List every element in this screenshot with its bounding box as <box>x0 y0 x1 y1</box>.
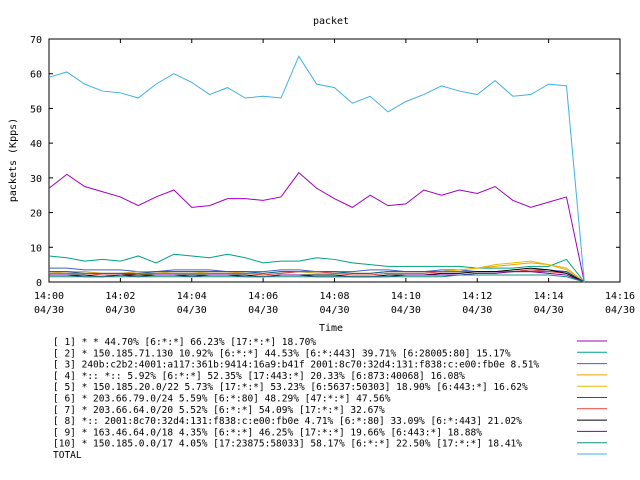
x-tick-label-time: 14:04 <box>177 291 207 302</box>
plot-area-frame <box>48 38 621 283</box>
x-tick-label-time: 14:14 <box>534 291 564 302</box>
x-tick-label-date: 04/30 <box>391 305 421 316</box>
chart-title: packet <box>313 16 349 27</box>
x-tick-label-time: 14:02 <box>105 291 135 302</box>
y-tick-label: 60 <box>30 70 42 81</box>
x-tick-label-time: 14:08 <box>319 291 349 302</box>
x-tick-label-date: 04/30 <box>319 305 349 316</box>
y-tick-label: 30 <box>30 174 42 185</box>
legend-entry-label: [ 5] * 150.185.20.0/22 5.73% [17:*:*] 53… <box>53 382 528 393</box>
x-tick-label-date: 04/30 <box>462 305 492 316</box>
legend-entry-label: [ 2] * 150.185.71.130 10.92% [6:*:*] 44.… <box>53 348 511 359</box>
y-tick-label: 20 <box>30 209 42 220</box>
x-axis: 14:00 04/30 14:02 04/30 14:04 04/30 14:06 04/30… <box>34 39 635 316</box>
legend-entry-label: [ 7] * 203.66.64.0/20 5.52% [6:*:*] 54.0… <box>53 405 385 416</box>
y-axis-label: packets (Kpps) <box>8 118 19 202</box>
y-tick-label: 70 <box>30 35 42 46</box>
x-tick-label-time: 14:12 <box>462 291 492 302</box>
x-tick-label-date: 04/30 <box>534 305 564 316</box>
y-tick-label: 40 <box>30 139 42 150</box>
x-tick-label-time: 14:06 <box>248 291 278 302</box>
legend-entry-label: [ 4] *:: *:: 5.92% [6:*:*] 52.35% [17:44… <box>53 371 465 382</box>
series-line-8 <box>49 267 585 283</box>
y-tick-label: 0 <box>36 278 42 289</box>
x-tick-label-date: 04/30 <box>34 305 64 316</box>
y-tick-label: 10 <box>30 243 42 254</box>
y-tick-label: 50 <box>30 104 42 115</box>
x-tick-label-date: 04/30 <box>248 305 278 316</box>
series-line-10 <box>49 274 585 283</box>
legend-entry-label: [ 1] * * 44.70% [6:*:*] 66.23% [17:*:*] … <box>53 337 316 348</box>
x-tick-label-date: 04/30 <box>105 305 135 316</box>
x-tick-label-date: 04/30 <box>605 305 635 316</box>
legend-entry-label: [ 3] 240b:c2b2:4001:a117:361b:9414:16a9:… <box>53 360 539 371</box>
series-line-11 <box>48 55 585 283</box>
legend-entry-label: TOTAL <box>53 450 82 461</box>
legend-entry-label: [ 8] *:: 2001:8c70:32d4:131:f838:c:e00:f… <box>53 416 522 427</box>
legend-entry-label: [10] * 150.185.0.0/17 4.05% [17:23875:58… <box>53 439 522 450</box>
series-line-1 <box>48 171 585 283</box>
legend-entry-label: [ 9] * 163.46.64.0/18 4.35% [6:*:*] 46.2… <box>53 427 482 438</box>
series-line-2 <box>48 253 585 283</box>
legend: [ 1] * * 44.70% [6:*:*] 66.23% [17:*:*] … <box>53 337 607 461</box>
x-tick-label-time: 14:00 <box>34 291 64 302</box>
x-tick-label-date: 04/30 <box>177 305 207 316</box>
legend-entry-label: [ 6] * 203.66.79.0/24 5.59% [6:*:80] 48.… <box>53 394 391 405</box>
x-tick-label-time: 14:16 <box>605 291 635 302</box>
series-lines <box>48 55 585 283</box>
x-axis-label: Time <box>319 323 343 334</box>
y-axis: 0 10 20 30 40 50 60 70 <box>30 35 620 289</box>
x-tick-label-time: 14:10 <box>391 291 421 302</box>
